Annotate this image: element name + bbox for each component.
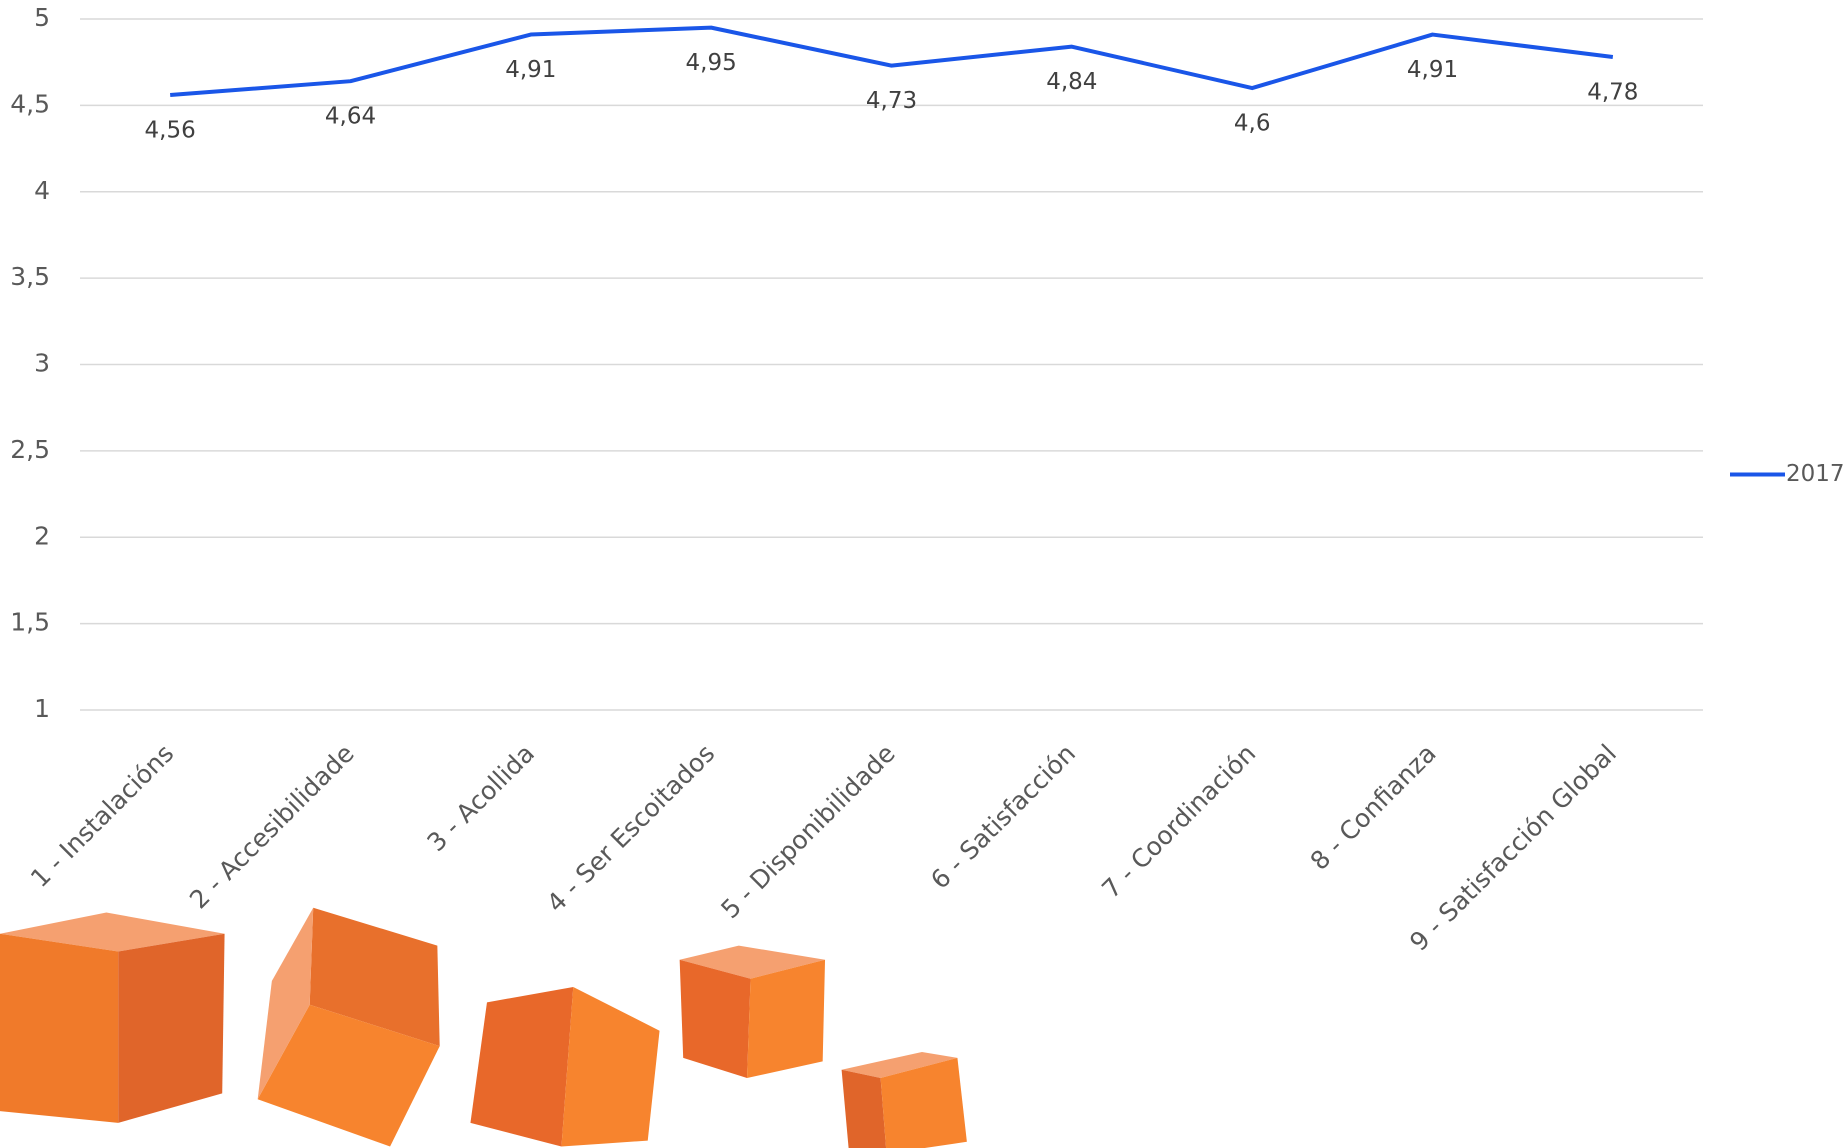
data-label: 4,91 [1407,57,1458,83]
legend-label: 2017 [1786,461,1844,487]
data-label: 4,95 [686,50,737,76]
y-tick-label: 2,5 [10,435,50,464]
data-label: 4,78 [1587,80,1638,106]
y-tick-label: 1,5 [10,608,50,637]
data-label: 4,84 [1046,69,1097,95]
x-tick-label: 4 - Ser Escoitados [541,739,720,918]
data-label: 4,56 [145,118,196,144]
y-tick-label: 3 [34,349,50,378]
y-tick-label: 1 [34,694,50,723]
x-tick-label: 2 - Accesibilidade [184,739,360,915]
decorative-cubes [0,907,967,1148]
y-tick-label: 4 [34,176,50,205]
x-tick-label: 9 - Satisfacción Global [1404,739,1622,957]
y-tick-label: 2 [34,521,50,550]
data-label: 4,64 [325,104,376,130]
x-tick-label: 5 - Disponibilidade [715,739,900,924]
line [170,25,1614,98]
y-tick-label: 4,5 [10,89,50,118]
x-tick-label: 8 - Confianza [1305,739,1442,876]
x-tick-label: 6 - Satisfacción [925,739,1081,895]
x-tick-label: 3 - Acollida [422,739,540,857]
data-label: 4,91 [505,57,556,83]
y-tick-label: 3,5 [10,262,50,291]
x-tick-label: 1 - Instalacións [25,739,179,893]
data-label: 4,73 [866,88,917,114]
x-tick-label: 7 - Coordinación [1096,739,1261,904]
data-label: 4,6 [1234,111,1271,137]
y-tick-label: 5 [34,3,50,32]
